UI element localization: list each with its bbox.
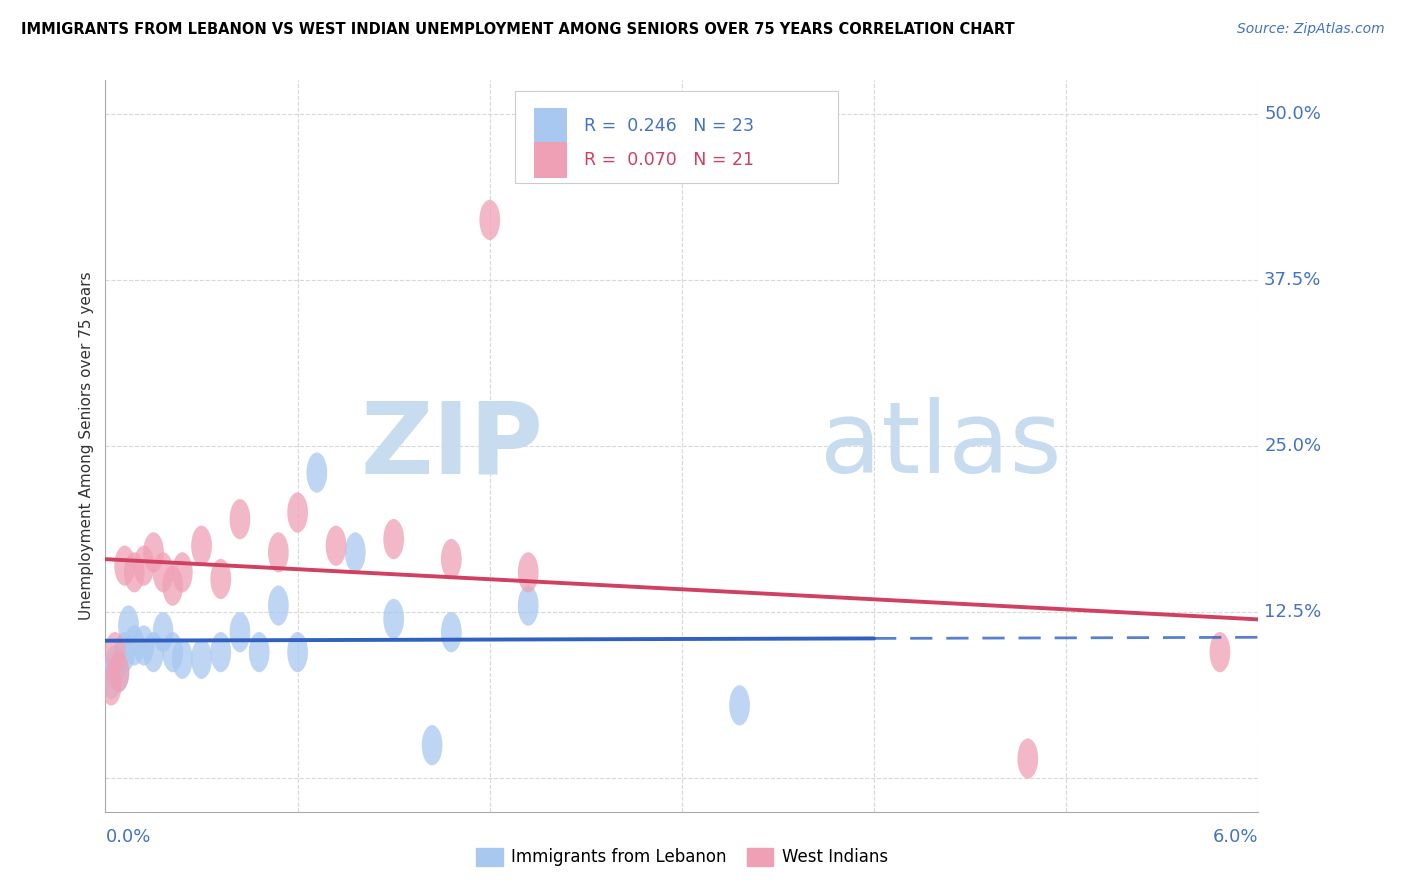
Text: 50.0%: 50.0% <box>1264 104 1322 122</box>
Y-axis label: Unemployment Among Seniors over 75 years: Unemployment Among Seniors over 75 years <box>79 272 94 620</box>
Ellipse shape <box>153 612 173 652</box>
Ellipse shape <box>101 665 121 706</box>
Text: 0.0%: 0.0% <box>105 828 150 846</box>
Ellipse shape <box>1209 632 1230 673</box>
Ellipse shape <box>172 552 193 592</box>
Ellipse shape <box>307 452 328 492</box>
Ellipse shape <box>384 519 404 559</box>
Ellipse shape <box>422 725 443 765</box>
Ellipse shape <box>249 632 270 673</box>
Ellipse shape <box>384 599 404 639</box>
Ellipse shape <box>104 632 125 673</box>
Text: IMMIGRANTS FROM LEBANON VS WEST INDIAN UNEMPLOYMENT AMONG SENIORS OVER 75 YEARS : IMMIGRANTS FROM LEBANON VS WEST INDIAN U… <box>21 22 1015 37</box>
Ellipse shape <box>326 525 346 566</box>
Ellipse shape <box>517 585 538 625</box>
Ellipse shape <box>172 639 193 679</box>
Text: 6.0%: 6.0% <box>1213 828 1258 846</box>
Ellipse shape <box>134 625 155 665</box>
Ellipse shape <box>143 533 165 573</box>
Ellipse shape <box>229 612 250 652</box>
Ellipse shape <box>101 658 121 698</box>
Ellipse shape <box>118 606 139 646</box>
Text: 37.5%: 37.5% <box>1264 271 1322 289</box>
Ellipse shape <box>211 632 231 673</box>
FancyBboxPatch shape <box>515 91 838 183</box>
Ellipse shape <box>517 552 538 592</box>
Text: R =  0.246   N = 23: R = 0.246 N = 23 <box>583 117 754 135</box>
Ellipse shape <box>479 200 501 240</box>
Ellipse shape <box>114 632 135 673</box>
Ellipse shape <box>287 492 308 533</box>
Ellipse shape <box>191 525 212 566</box>
Ellipse shape <box>114 546 135 586</box>
Ellipse shape <box>211 559 231 599</box>
Ellipse shape <box>441 612 461 652</box>
Ellipse shape <box>153 552 173 592</box>
Text: ZIP: ZIP <box>361 398 544 494</box>
Ellipse shape <box>1018 739 1038 779</box>
Text: Source: ZipAtlas.com: Source: ZipAtlas.com <box>1237 22 1385 37</box>
Ellipse shape <box>269 533 288 573</box>
Ellipse shape <box>162 632 183 673</box>
Ellipse shape <box>124 625 145 665</box>
Ellipse shape <box>441 539 461 579</box>
Ellipse shape <box>287 632 308 673</box>
Ellipse shape <box>104 645 125 686</box>
Text: 12.5%: 12.5% <box>1264 603 1322 621</box>
Text: atlas: atlas <box>820 398 1062 494</box>
Ellipse shape <box>108 652 129 692</box>
Ellipse shape <box>229 499 250 540</box>
Text: R =  0.070   N = 21: R = 0.070 N = 21 <box>583 151 754 169</box>
Ellipse shape <box>344 533 366 573</box>
Ellipse shape <box>134 546 155 586</box>
Ellipse shape <box>162 566 183 606</box>
Ellipse shape <box>191 639 212 679</box>
FancyBboxPatch shape <box>534 108 567 144</box>
FancyBboxPatch shape <box>534 143 567 178</box>
Ellipse shape <box>730 685 749 725</box>
Ellipse shape <box>143 632 165 673</box>
Legend: Immigrants from Lebanon, West Indians: Immigrants from Lebanon, West Indians <box>470 841 894 873</box>
Text: 25.0%: 25.0% <box>1264 437 1322 455</box>
Ellipse shape <box>124 552 145 592</box>
Ellipse shape <box>269 585 288 625</box>
Ellipse shape <box>108 652 129 692</box>
